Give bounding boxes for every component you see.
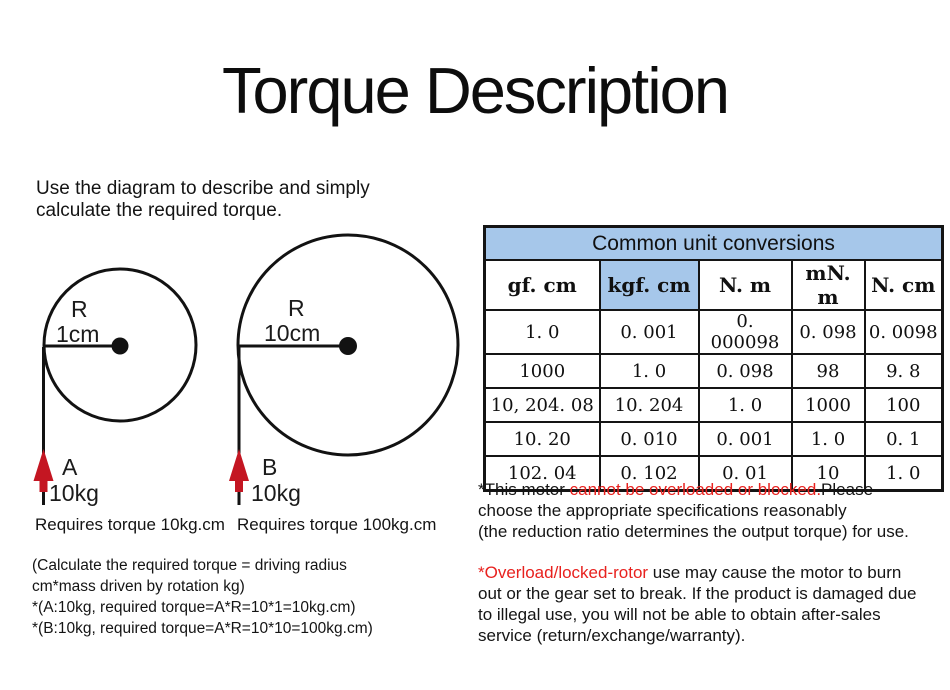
table-cell: 0. 102	[598, 455, 700, 492]
pulley-a-radius-label: R	[71, 296, 88, 322]
table-cell: 102. 04	[483, 455, 601, 492]
warning-note-2: *Overload/locked-rotor use may cause the…	[478, 562, 917, 646]
pulley-a-weight-label: 10kg	[49, 480, 99, 506]
column-header: N. cm	[863, 259, 944, 311]
table-cell: 0. 010	[598, 421, 700, 457]
pulley-b-radius-label: R	[288, 295, 305, 321]
column-header: kgf. cm	[598, 259, 700, 311]
table-cell: 1. 0	[598, 353, 700, 389]
up-arrow-b-icon	[229, 449, 249, 481]
table-cell: 98	[790, 353, 866, 389]
pulley-a-axle-dot	[111, 337, 129, 355]
warning-1-suffix: Please choose the appropriate specificat…	[478, 480, 909, 541]
table-cell: 100	[863, 387, 944, 423]
table-cell: 0. 01	[697, 455, 793, 492]
warning-1-prefix: *This motor	[478, 480, 570, 499]
table-cell: 1. 0	[483, 309, 601, 355]
up-arrow-a-icon	[33, 449, 54, 481]
table-cell: 10. 20	[483, 421, 601, 457]
table-cell: 1000	[483, 353, 601, 389]
up-arrow-b-tail	[235, 480, 243, 492]
table-cell: 0. 001	[697, 421, 793, 457]
table-header-row: gf. cm kgf. cm N. m mN. m N. cm	[483, 259, 944, 311]
pulley-a-arrow-label: A	[62, 454, 78, 480]
warning-1-highlight: cannot be overloaded or blocked.	[569, 480, 822, 499]
table-title: Common unit conversions	[483, 225, 944, 261]
table-cell: 0. 000098	[697, 309, 793, 355]
table-cell: 0. 1	[863, 421, 944, 457]
warning-2-suffix: use may cause the motor to burn out or t…	[478, 563, 917, 645]
up-arrow-a-tail	[39, 480, 48, 492]
pulley-b-torque-note: Requires torque 100kg.cm	[237, 515, 437, 534]
pulley-b-radius-value: 10cm	[264, 320, 321, 346]
table-row: 10. 20 0. 010 0. 001 1. 0 0. 1	[483, 421, 944, 457]
table-row: 102. 04 0. 102 0. 01 10 1. 0	[483, 455, 944, 492]
pulley-a-radius-value: 1cm	[56, 321, 100, 347]
table-row: 1000 1. 0 0. 098 98 9. 8	[483, 353, 944, 389]
table-cell: 1. 0	[790, 421, 866, 457]
column-header: N. m	[697, 259, 793, 311]
table-cell: 0. 098	[790, 309, 866, 355]
table-row: 1. 0 0. 001 0. 000098 0. 098 0. 0098	[483, 309, 944, 355]
table-cell: 1. 0	[697, 387, 793, 423]
column-header: mN. m	[790, 259, 866, 311]
torque-calculation-text: (Calculate the required torque = driving…	[32, 557, 373, 637]
table-row: 10, 204. 08 10. 204 1. 0 1000 100	[483, 387, 944, 423]
table-cell: 1000	[790, 387, 866, 423]
column-header: gf. cm	[483, 259, 601, 311]
pulley-b-axle-dot	[339, 337, 357, 355]
table-cell: 10. 204	[598, 387, 700, 423]
conversion-table: Common unit conversions gf. cm kgf. cm N. …	[483, 225, 944, 492]
table-title-row: Common unit conversions	[483, 225, 944, 261]
table-cell: 0. 098	[697, 353, 793, 389]
table-cell: 1. 0	[863, 455, 944, 492]
page-title: Torque Description	[222, 54, 730, 127]
table-cell: 9. 8	[863, 353, 944, 389]
warning-note-1: *This motor cannot be overloaded or bloc…	[478, 479, 909, 542]
pulley-a-torque-note: Requires torque 10kg.cm	[35, 515, 225, 534]
table-cell: 0. 001	[598, 309, 700, 355]
warning-2-highlight: *Overload/locked-rotor	[478, 563, 649, 582]
table-cell: 0. 0098	[863, 309, 944, 355]
table-cell: 10	[790, 455, 866, 492]
pulley-b-weight-label: 10kg	[251, 480, 301, 506]
pulley-b-arrow-label: B	[262, 454, 278, 480]
table-cell: 10, 204. 08	[483, 387, 601, 423]
intro-text: Use the diagram to describe and simply c…	[36, 178, 370, 221]
